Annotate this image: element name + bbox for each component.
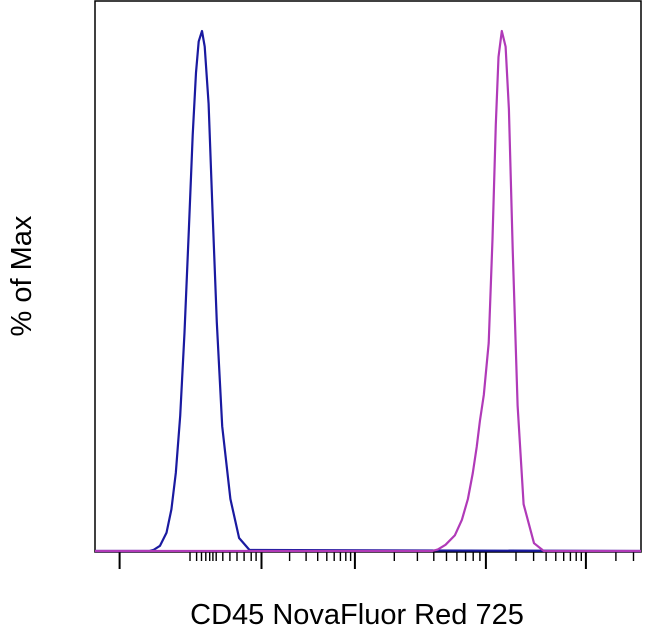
- x-axis-ticks: [118, 552, 635, 569]
- histogram-series-2: [95, 29, 641, 553]
- series-layer: [95, 29, 642, 553]
- histogram-series-1: [95, 29, 642, 553]
- x-axis-label: CD45 NovaFluor Red 725: [190, 599, 524, 631]
- y-axis-label: % of Max: [6, 215, 38, 336]
